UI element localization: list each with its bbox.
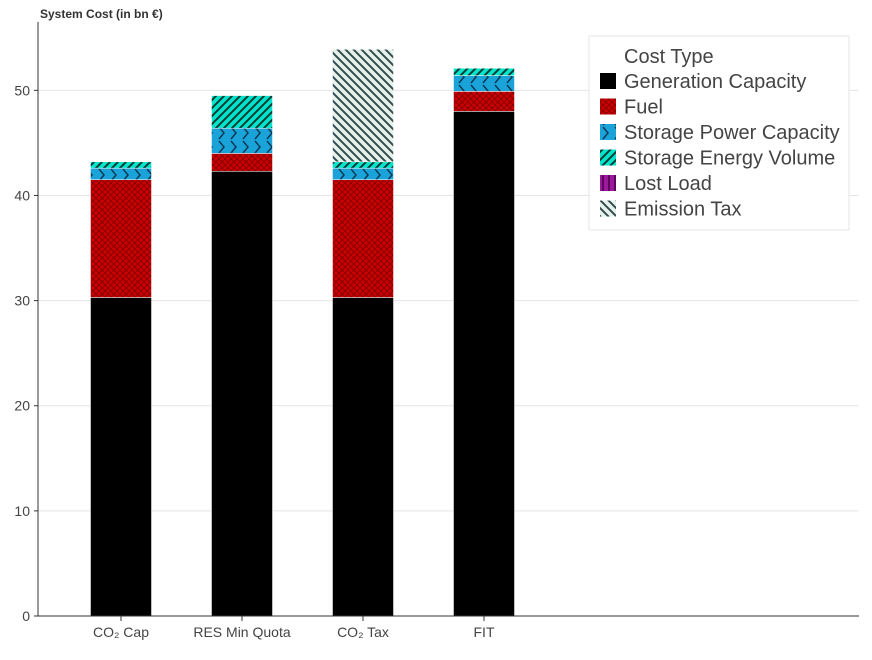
bars [91, 49, 515, 616]
bar-segment-fuel-2 [333, 180, 394, 298]
bar-segment-fuel-0 [91, 180, 152, 298]
bar-segment-storage-power-capacity-1 [212, 128, 273, 153]
bar-segment-generation-capacity-0 [91, 297, 152, 616]
bar-segment-generation-capacity-2 [333, 297, 394, 616]
legend-label-fuel: Fuel [624, 97, 663, 119]
bar-segment-fuel-3 [454, 91, 515, 111]
x-tick-label: CO₂ Cap [93, 624, 149, 640]
legend-label-emission-tax: Emission Tax [624, 199, 741, 221]
legend-label-storage-power-capacity: Storage Power Capacity [624, 122, 840, 144]
legend-label-storage-energy-volume: Storage Energy Volume [624, 148, 835, 170]
legend-label-lost-load: Lost Load [624, 173, 712, 195]
bar-segment-generation-capacity-3 [454, 111, 515, 616]
y-axis-label: System Cost (in bn €) [40, 7, 163, 21]
legend-title: Cost Type [624, 46, 714, 68]
bar-segment-storage-energy-volume-2 [333, 162, 394, 168]
y-tick-label: 10 [14, 503, 30, 519]
bar-segment-storage-power-capacity-0 [91, 168, 152, 180]
bar-segment-generation-capacity-1 [212, 171, 273, 616]
legend-swatch-emission-tax [600, 201, 616, 217]
legend-swatch-generation-capacity [600, 73, 616, 89]
bar-segment-storage-power-capacity-2 [333, 168, 394, 180]
bar-segment-storage-power-capacity-3 [454, 76, 515, 92]
legend: Cost Type Generation Capacity Fuel Storage… [589, 36, 849, 230]
bar-segment-storage-energy-volume-0 [91, 162, 152, 168]
bar-segment-storage-energy-volume-1 [212, 96, 273, 129]
y-tick-label: 50 [14, 82, 30, 98]
y-tick-label: 40 [14, 187, 30, 203]
y-tick-label: 30 [14, 293, 30, 309]
legend-label-generation-capacity: Generation Capacity [624, 71, 806, 93]
x-tick-label: RES Min Quota [193, 624, 290, 640]
x-tick-label: CO₂ Tax [337, 624, 389, 640]
y-tick-label: 0 [22, 608, 30, 624]
bar-segment-emission-tax-2 [333, 49, 394, 161]
legend-swatch-fuel [600, 99, 616, 115]
bar-segment-fuel-1 [212, 153, 273, 171]
legend-swatch-lost-load [600, 175, 616, 191]
legend-swatch-storage-energy-volume [600, 150, 616, 166]
y-tick-label: 20 [14, 398, 30, 414]
x-tick-label: FIT [474, 624, 495, 640]
bar-segment-storage-energy-volume-3 [454, 68, 515, 75]
legend-swatch-storage-power-capacity [600, 124, 616, 140]
